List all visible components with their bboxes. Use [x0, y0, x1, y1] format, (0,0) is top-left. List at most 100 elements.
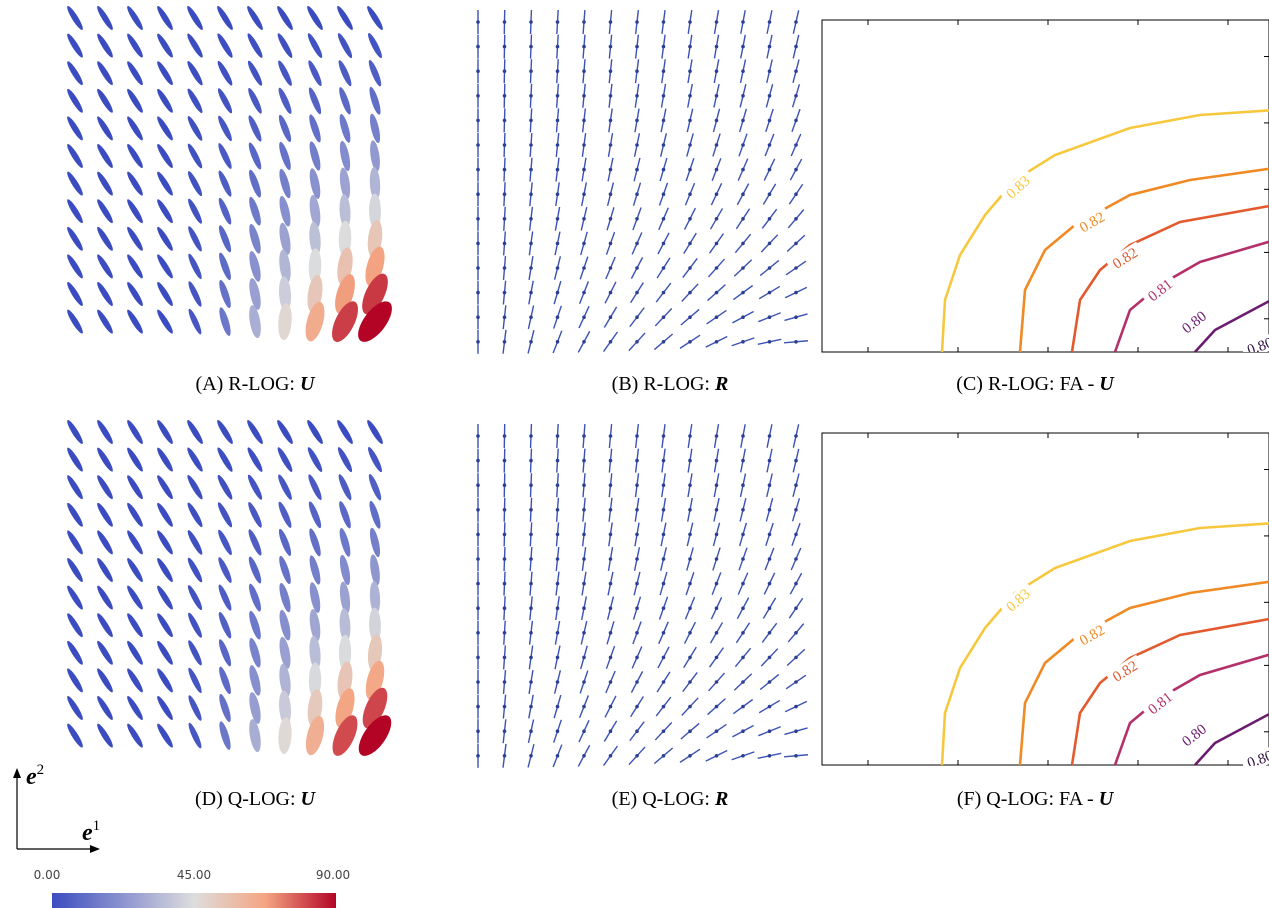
rotation-center: [767, 118, 772, 123]
ellipsoid-glyph: [157, 199, 173, 224]
rotation-center: [529, 557, 533, 561]
ellipsoid-glyph: [307, 447, 323, 473]
rotation-center: [635, 508, 639, 512]
rotation-center: [555, 434, 560, 438]
rotation-center: [688, 192, 692, 196]
ellipsoid-glyph: [97, 723, 113, 748]
rotation-center: [741, 704, 745, 709]
rotation-center: [688, 44, 692, 49]
ellipsoid-glyph: [279, 582, 291, 613]
ellipsoid-glyph: [337, 33, 353, 59]
ellipsoid-glyph: [219, 693, 231, 723]
rotation-center: [794, 192, 798, 196]
rotation-center: [661, 290, 666, 295]
rotation-center: [476, 483, 480, 488]
ellipsoid-glyph: [67, 613, 83, 638]
ellipsoid-glyph: [188, 198, 202, 224]
rotation-center: [582, 729, 586, 733]
contours: 0.830.820.820.810.800.80: [940, 522, 1269, 766]
rotation-center: [608, 340, 613, 344]
rotation-center: [767, 167, 772, 172]
rotation-center: [476, 754, 480, 758]
rotation-center: [476, 44, 480, 49]
contours: 0.830.820.820.810.800.80: [940, 109, 1269, 352]
rotation-center: [688, 340, 692, 344]
rotation-center: [502, 434, 507, 438]
rotation-center: [529, 655, 533, 660]
rotation-center: [582, 581, 586, 586]
caption-symbol: U: [301, 788, 317, 810]
rotation-center: [555, 508, 560, 512]
ellipsoid-glyph: [157, 116, 173, 141]
ellipsoid-glyph: [187, 88, 203, 114]
rotation-center: [661, 434, 666, 438]
rotation-center: [476, 655, 480, 660]
rotation-center: [714, 729, 719, 733]
ellipsoid-glyph: [97, 6, 113, 30]
ellipsoid-glyph: [97, 420, 113, 444]
rotation-center: [741, 192, 745, 196]
ellipsoid-glyph: [187, 530, 203, 555]
rotation-center: [555, 290, 560, 295]
ellipsoid-glyph: [277, 33, 293, 58]
ellipsoid-glyph: [157, 696, 173, 720]
label-bg: [1174, 304, 1214, 340]
caption: (A) R-LOG: U: [196, 373, 316, 395]
rotation-center: [741, 532, 745, 537]
rotation-center: [767, 508, 772, 512]
rotation-center: [741, 458, 745, 463]
rotation-center: [529, 44, 533, 49]
rotation-center: [767, 241, 772, 246]
rotation-center: [794, 754, 798, 758]
rotation-center: [476, 680, 480, 684]
rotation-center: [794, 532, 798, 537]
rotation-center: [582, 754, 586, 758]
ellipsoid-glyph: [278, 528, 292, 556]
rotation-center: [688, 143, 692, 147]
rotation-center: [635, 631, 639, 635]
tensor-glyphs: [67, 420, 392, 756]
ellipsoid-glyph: [249, 583, 261, 612]
ellipsoid-glyph: [188, 640, 202, 666]
ellipsoid-glyph: [309, 221, 321, 256]
rotation-center: [608, 729, 613, 733]
rotation-center: [502, 680, 507, 684]
rotation-center: [688, 680, 692, 684]
rotation-center: [688, 704, 692, 709]
ellipsoid-glyph: [67, 530, 83, 555]
rotation-center: [661, 94, 666, 98]
rotation-center: [529, 581, 533, 586]
ellipsoid-glyph: [127, 558, 143, 582]
rotation-center: [767, 606, 772, 610]
rotation-center: [688, 241, 692, 246]
ellipsoid-glyph: [217, 420, 233, 444]
rotation-center: [608, 290, 613, 295]
rotation-center: [476, 118, 480, 123]
ellipsoid-glyph: [127, 723, 143, 748]
ellipsoid-glyph: [249, 196, 261, 226]
rotation-center: [741, 655, 745, 660]
rotation-center: [714, 167, 719, 172]
ellipsoid-glyph: [307, 420, 323, 444]
rotation-center: [608, 680, 613, 684]
ellipsoid-glyph: [249, 638, 261, 668]
ellipsoid-glyph: [279, 636, 291, 669]
label-bg: [999, 582, 1037, 618]
ellipsoid-glyph: [97, 33, 113, 58]
rotation-center: [794, 217, 798, 221]
ellipsoid-glyph: [218, 225, 232, 253]
rotation-center: [582, 508, 586, 512]
ellipsoid-glyph: [67, 254, 83, 279]
rotation-center: [741, 483, 745, 488]
rotation-center: [502, 94, 507, 98]
rotation-center: [714, 532, 719, 537]
caption-text: (E) Q-LOG:: [612, 788, 710, 810]
ellipsoid-glyph: [187, 33, 203, 58]
rotation-center: [767, 143, 772, 147]
rotation-center: [582, 290, 586, 295]
rotation-center: [476, 458, 480, 463]
rotation-center: [476, 631, 480, 635]
rotation-center: [794, 704, 798, 709]
rotation-center: [529, 315, 533, 320]
ellipsoid-glyph: [127, 116, 143, 141]
